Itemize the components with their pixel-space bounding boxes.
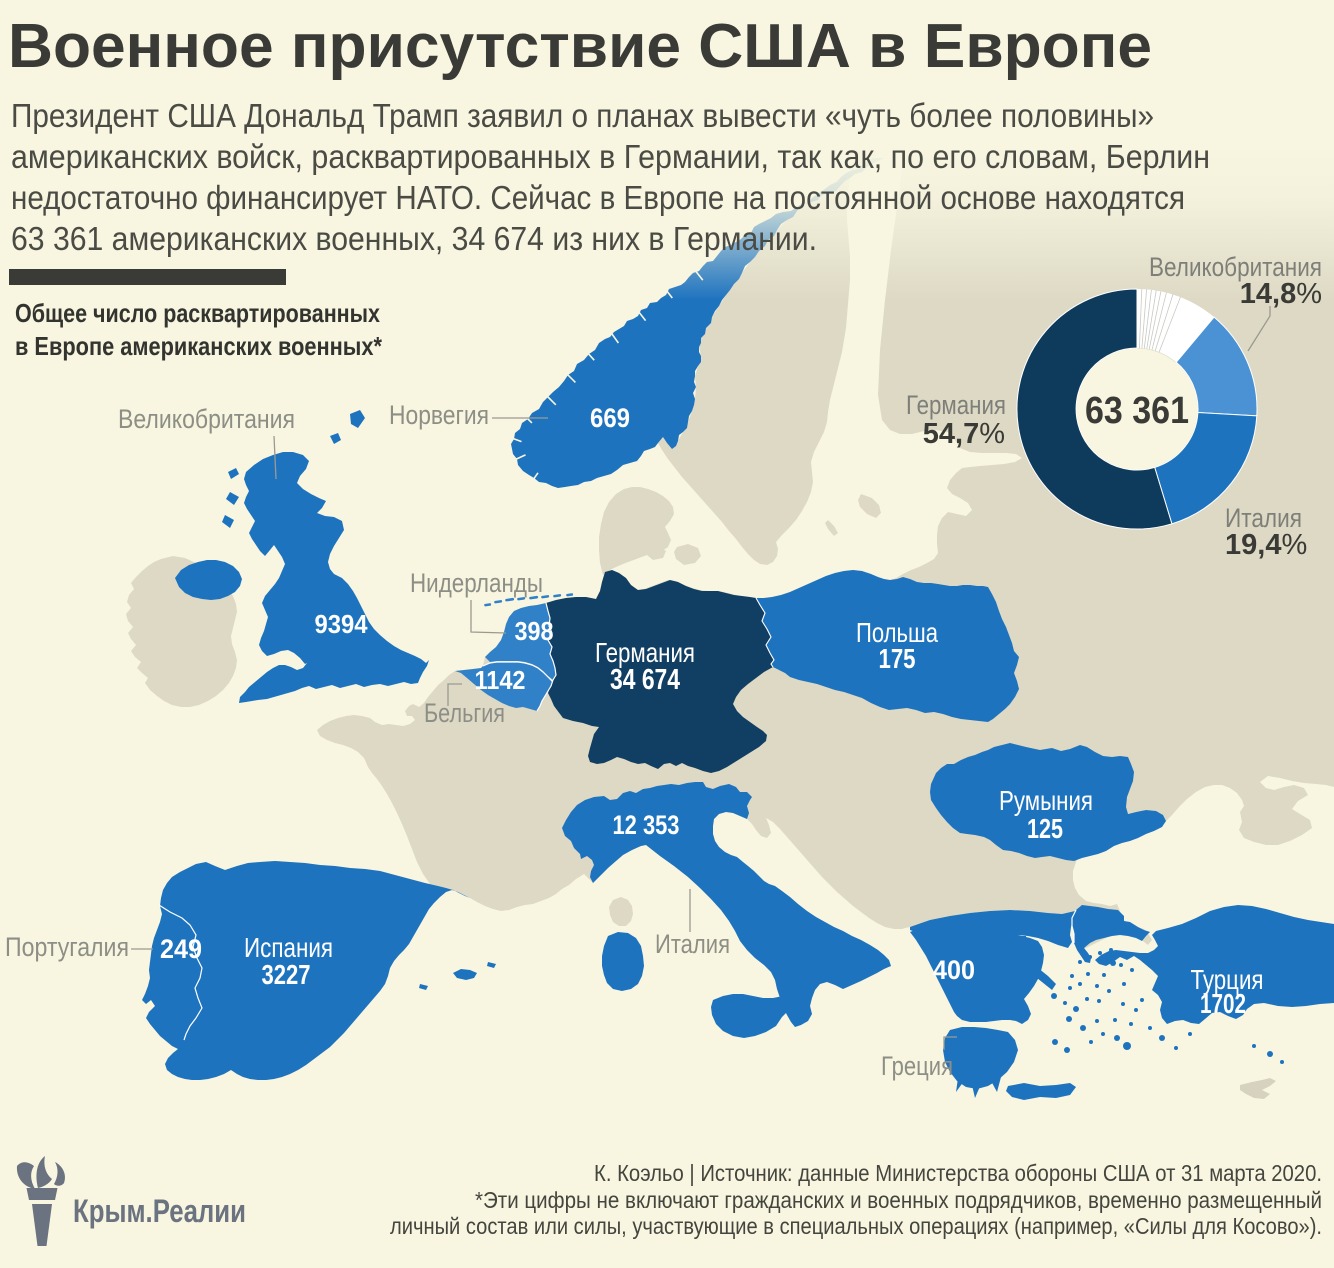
svg-text:63 361: 63 361	[1085, 390, 1189, 432]
svg-text:Бельгия: Бельгия	[424, 698, 505, 728]
svg-text:Германия: Германия	[906, 390, 1006, 420]
svg-text:в Европе американских военных*: в Европе американских военных*	[15, 331, 383, 361]
svg-text:12 353: 12 353	[613, 810, 680, 840]
svg-text:Португалия: Португалия	[5, 932, 129, 962]
svg-text:Великобритания: Великобритания	[118, 404, 295, 434]
svg-text:Норвегия: Норвегия	[389, 400, 489, 430]
svg-text:400: 400	[933, 955, 975, 985]
svg-text:249: 249	[160, 934, 202, 964]
svg-text:американских войск, расквартир: американских войск, расквартированных в …	[11, 138, 1210, 175]
svg-text:398: 398	[515, 616, 554, 646]
svg-text:Общее число расквартированных: Общее число расквартированных	[15, 298, 380, 328]
svg-text:Великобритания: Великобритания	[1149, 252, 1322, 282]
svg-text:Крым.Реалии: Крым.Реалии	[73, 1193, 246, 1229]
svg-text:Польша: Польша	[856, 617, 938, 648]
svg-text:Нидерланды: Нидерланды	[410, 568, 543, 598]
svg-text:Президент США Дональд Трамп за: Президент США Дональд Трамп заявил о пла…	[11, 97, 1154, 134]
svg-text:К. Коэльо | Источник: данные М: К. Коэльо | Источник: данные Министерств…	[594, 1160, 1322, 1186]
svg-text:личный состав или силы, участв: личный состав или силы, участвующие в сп…	[390, 1213, 1322, 1239]
svg-text:3227: 3227	[262, 959, 311, 990]
svg-text:Испания: Испания	[244, 932, 333, 963]
svg-text:*Эти цифры не включают граждан: *Эти цифры не включают гражданских и вое…	[475, 1187, 1322, 1213]
svg-text:9394: 9394	[315, 609, 368, 639]
svg-text:1142: 1142	[475, 665, 526, 695]
svg-text:Италия: Италия	[655, 929, 730, 959]
svg-text:1702: 1702	[1200, 988, 1246, 1019]
svg-text:125: 125	[1027, 813, 1063, 844]
svg-text:14,8%: 14,8%	[1240, 278, 1322, 310]
svg-text:63 361 американских военных, 3: 63 361 американских военных, 34 674 из н…	[11, 220, 817, 257]
svg-text:Италия: Италия	[1225, 503, 1302, 533]
svg-text:34 674: 34 674	[610, 664, 680, 696]
svg-text:Германия: Германия	[595, 637, 695, 668]
svg-text:Румыния: Румыния	[999, 785, 1093, 816]
svg-text:Греция: Греция	[881, 1051, 953, 1081]
svg-text:669: 669	[590, 403, 630, 433]
svg-text:175: 175	[879, 643, 916, 674]
svg-text:Турция: Турция	[1191, 964, 1264, 995]
svg-text:54,7%: 54,7%	[923, 418, 1005, 450]
svg-text:Военное присутствие США в Евро: Военное присутствие США в Европе	[8, 12, 1152, 81]
svg-text:19,4%: 19,4%	[1225, 529, 1307, 561]
svg-text:недостаточно финансирует НАТО.: недостаточно финансирует НАТО. Сейчас в …	[11, 179, 1185, 216]
